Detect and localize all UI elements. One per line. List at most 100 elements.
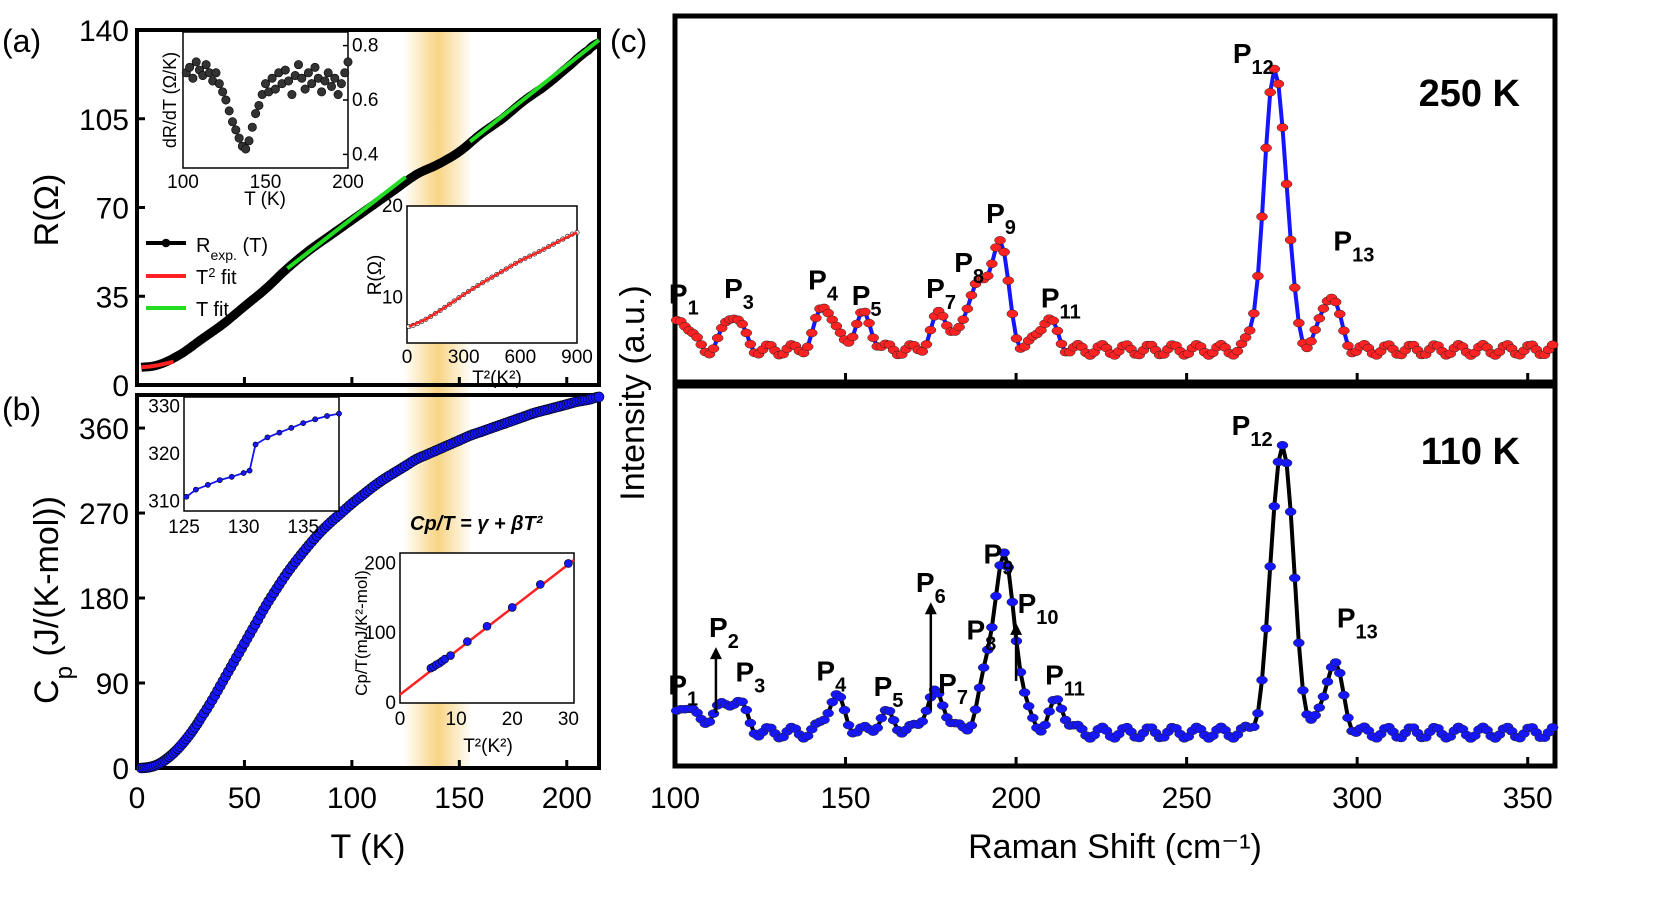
inset-b1-point xyxy=(216,477,223,484)
spectrum-110k-point xyxy=(1055,704,1068,714)
spectrum-250k-point xyxy=(1293,318,1305,328)
inset-a1-point xyxy=(218,87,228,97)
fit-equation: Cp/T = γ + βT² xyxy=(410,513,544,535)
c-x-tick-label: 200 xyxy=(991,782,1041,815)
inset-a1-point xyxy=(254,100,264,110)
peak-label-110k-p5: P5 xyxy=(874,671,904,712)
peak-label-250k-p13: P13 xyxy=(1333,225,1374,266)
inset-b1-point xyxy=(300,420,307,427)
inset-b2-point xyxy=(463,637,472,646)
peak-label-110k-p13: P13 xyxy=(1337,602,1378,643)
inset-a2-y-tick: 10 xyxy=(382,287,403,308)
spectrum-110k-point xyxy=(707,709,720,718)
peak-label-250k-p3: P3 xyxy=(724,273,754,314)
spectrum-110k-frame xyxy=(672,383,1558,769)
inset-b1-point xyxy=(276,429,283,436)
inset-b1-x-tick: 130 xyxy=(228,517,260,538)
spectrum-250k-point xyxy=(1276,123,1289,132)
inset-a1-x-tick: 150 xyxy=(250,172,282,193)
inset-b2-point xyxy=(507,603,517,612)
spectrum-110k-point xyxy=(826,697,838,707)
inset-a1-point xyxy=(293,60,303,70)
inset-a1-x-tick: 200 xyxy=(332,172,364,193)
peak-label-110k-p6: P6 xyxy=(916,567,946,608)
inset-a1-bg xyxy=(183,32,348,168)
spectrum-250k-point xyxy=(1305,337,1317,346)
spectrum-110k-point xyxy=(1264,562,1276,571)
inset-a1-point xyxy=(270,84,280,94)
peak-label-250k-p7: P7 xyxy=(926,273,956,314)
inset-a1-point xyxy=(221,95,231,105)
legend-label-r-exp: Rexp. (T) xyxy=(196,235,268,263)
inset-a1-point xyxy=(326,81,336,91)
x-tick-label: 200 xyxy=(542,782,592,815)
inset-a1-point xyxy=(244,136,254,146)
spectrum-110k-point xyxy=(744,718,757,728)
spectrum-250k-point xyxy=(1289,283,1301,292)
spectrum-110k-point xyxy=(1317,692,1330,701)
inset-a1-y-tick-label: 0.6 xyxy=(352,90,378,111)
inset-a1-point xyxy=(340,68,350,78)
inset-b1-x-tick: 135 xyxy=(287,517,319,538)
spectrum-110k-point xyxy=(871,723,884,733)
spectrum-250k-point xyxy=(801,342,814,351)
spectrum-110k-point xyxy=(1268,502,1281,511)
spectrum-250k-point xyxy=(695,340,708,349)
inset-b1-y-tick: 330 xyxy=(148,397,180,418)
inset-b2-point xyxy=(536,580,545,589)
inset-a1-point xyxy=(234,133,244,143)
inset-b1-point xyxy=(336,410,342,417)
inset-a1-point xyxy=(336,79,346,89)
spectrum-110k-point xyxy=(998,548,1010,557)
spectrum-110k-point xyxy=(703,717,716,727)
y-tick-label: 140 xyxy=(79,15,129,48)
spectrum-250k-point xyxy=(1313,314,1326,323)
spectrum-110k-point xyxy=(916,717,929,726)
inset-b1-point xyxy=(204,481,211,488)
spectrum-110k-point xyxy=(937,701,949,710)
spectrum-250k-point xyxy=(1243,326,1256,335)
c-x-tick-label: 150 xyxy=(821,782,871,815)
inset-a1-point xyxy=(247,122,257,132)
cp-point xyxy=(593,391,605,403)
spectrum-110k-point xyxy=(1252,708,1264,718)
spectrum-250k-point xyxy=(953,322,965,332)
inset-a1-point xyxy=(300,84,310,94)
spectrum-110k-point xyxy=(875,713,888,723)
inset-a1-point xyxy=(224,106,234,116)
peak-label-250k-p9: P9 xyxy=(986,198,1016,239)
y-axis-label: R(Ω) xyxy=(28,174,66,247)
inset-b1-point xyxy=(252,441,259,448)
inset-b2-x-tick: 30 xyxy=(558,709,579,730)
inset-b2-x-tick: 0 xyxy=(395,709,406,730)
inset-a1-point xyxy=(297,73,307,83)
peak-label-110k-p12: P12 xyxy=(1232,410,1273,451)
peak-label-110k-p4: P4 xyxy=(816,655,847,696)
c-x-axis-label: Raman Shift (cm⁻¹) xyxy=(968,828,1262,866)
inset-b2-point xyxy=(482,621,492,631)
peak-label-110k-p1: P1 xyxy=(668,669,698,710)
spectrum-110k-point xyxy=(1313,703,1326,712)
peak-label-250k-p11: P11 xyxy=(1041,283,1081,324)
spectrum-250k-point xyxy=(920,340,933,349)
inset-a1-point xyxy=(267,73,277,83)
spectrum-250k-point xyxy=(1047,316,1060,325)
spectrum-250k-point xyxy=(1002,276,1014,285)
spectrum-110k-point xyxy=(969,705,982,714)
spectrum-110k-point xyxy=(990,591,1002,601)
series-t-fit xyxy=(286,175,407,270)
spectrum-250k-point xyxy=(1309,325,1321,334)
y-axis-label-b: Cp (J/(K-mol)) xyxy=(28,496,78,704)
inset-a1-point xyxy=(228,117,238,127)
peak-label-250k-p5: P5 xyxy=(852,280,882,321)
spectrum-110k-point xyxy=(1284,507,1297,517)
inset-a2-x-tick: 300 xyxy=(448,347,480,368)
spectrum-110k-point xyxy=(965,721,978,730)
spectrum-250k-point xyxy=(916,347,929,356)
panel-label-c: (c) xyxy=(610,23,647,59)
spectrum-250k-point xyxy=(1272,79,1285,89)
y-tick-label: 105 xyxy=(79,104,129,137)
inset-b1-point xyxy=(264,434,271,441)
peak-label-250k-p8: P8 xyxy=(954,247,984,288)
